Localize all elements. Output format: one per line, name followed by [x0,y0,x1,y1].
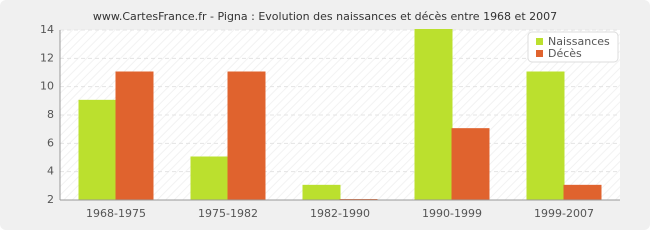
y-tick-label: 8 [47,108,54,121]
y-tick-label: 2 [47,193,54,206]
y-tick-label: 12 [40,51,54,64]
y-tick-label: 10 [40,80,54,93]
legend-swatch [536,38,543,45]
y-tick-label: 6 [47,136,54,149]
chart: www.CartesFrance.fr - Pigna : Evolution … [0,0,650,230]
legend-swatch [536,50,543,57]
legend-label: Décès [548,47,582,60]
y-tick-label: 14 [40,23,54,36]
x-tick-label: 1968-1975 [86,207,146,220]
bar [227,71,266,201]
x-tick-label: 1975-1982 [198,207,258,220]
bar [78,99,117,201]
y-tick-label: 4 [47,165,54,178]
bar [115,71,154,201]
bar [451,128,490,201]
bar [414,29,453,201]
chart-title: www.CartesFrance.fr - Pigna : Evolution … [93,10,557,23]
legend-label: Naissances [548,35,610,48]
bar [190,156,229,201]
legend-box [527,31,619,63]
bar [563,184,602,201]
x-tick-label: 1990-1999 [422,207,482,220]
bar [526,71,565,201]
x-tick-label: 1999-2007 [534,207,594,220]
bar [302,184,341,201]
x-tick-label: 1982-1990 [310,207,370,220]
